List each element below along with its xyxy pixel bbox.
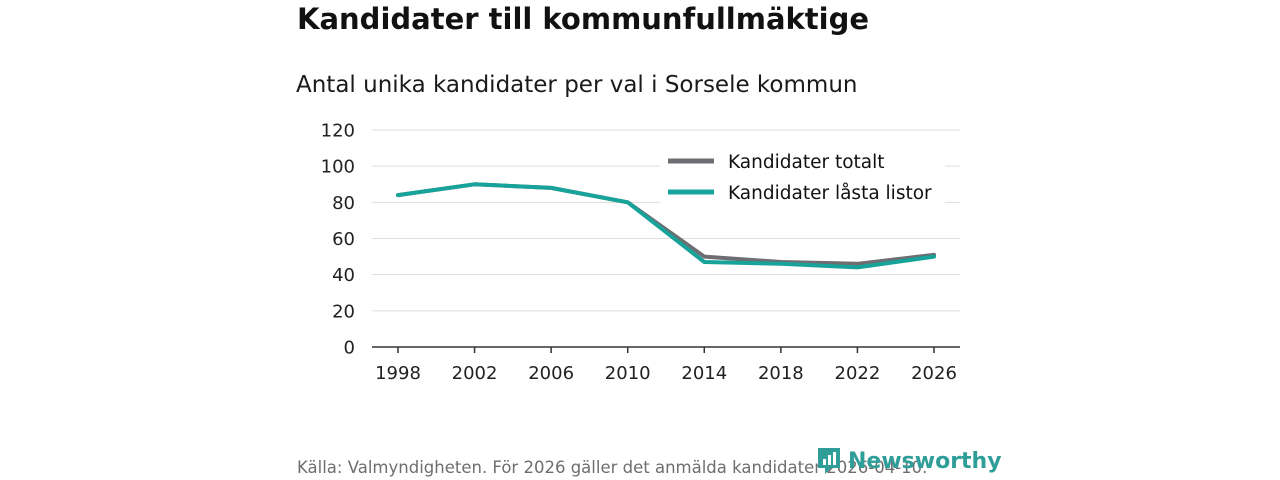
x-tick-label: 2022 (835, 363, 881, 384)
brand-name: Newsworthy (848, 448, 1002, 474)
newsworthy-logo-icon (818, 448, 840, 474)
y-tick-label: 120 (321, 121, 355, 142)
y-tick-label: 20 (332, 301, 355, 322)
source-note: Källa: Valmyndigheten. För 2026 gäller d… (297, 458, 928, 477)
x-tick-label: 2002 (452, 363, 498, 384)
series-lines (396, 182, 936, 270)
series-line-kandidater-lasta-listor (396, 182, 936, 270)
y-tick-label: 80 (332, 193, 355, 214)
legend-label: Kandidater totalt (728, 152, 885, 173)
y-tick-label: 0 (344, 338, 355, 359)
x-tick-label: 2018 (758, 363, 804, 384)
x-tick-label: 2026 (911, 363, 957, 384)
y-tick-label: 100 (321, 157, 355, 178)
chart-title: Kandidater till kommunfullmäktige (297, 2, 870, 36)
y-axis-ticks: 0 20 40 60 80 100 120 (321, 121, 355, 359)
y-tick-label: 60 (332, 229, 355, 250)
y-tick-label: 40 (332, 265, 355, 286)
newsworthy-logo: Newsworthy (816, 446, 1002, 476)
line-chart: 0 20 40 60 80 100 120 1998 2002 2006 2010 2014 2018… (321, 121, 960, 384)
x-tick-label: 2014 (681, 363, 727, 384)
chart-subtitle: Antal unika kandidater per val i Sorsele… (296, 72, 858, 98)
legend: Kandidater totalt Kandidater låsta listor (660, 145, 945, 211)
x-tick-label: 2010 (605, 363, 651, 384)
x-tick-label: 2006 (528, 363, 574, 384)
legend-label: Kandidater låsta listor (728, 183, 932, 204)
x-axis: 1998 2002 2006 2010 2014 2018 2022 2026 (372, 346, 960, 384)
legend-background (660, 145, 945, 211)
x-tick-label: 1998 (375, 363, 421, 384)
